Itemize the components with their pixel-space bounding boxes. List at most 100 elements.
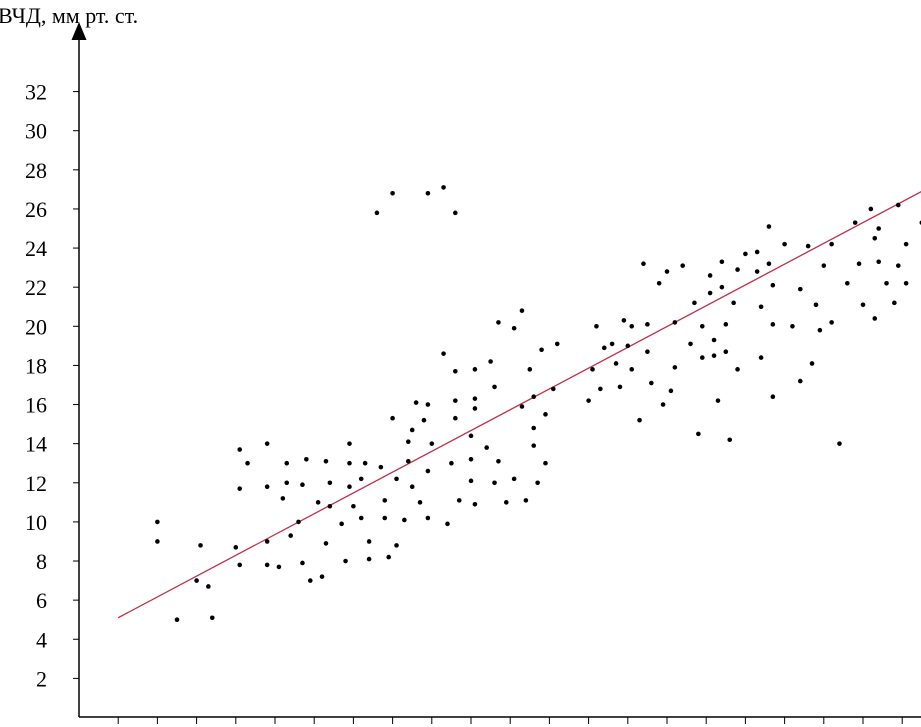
data-point — [719, 259, 725, 265]
data-point — [766, 224, 772, 229]
data-point — [821, 263, 827, 268]
data-point — [409, 484, 415, 489]
data-point — [366, 556, 372, 562]
data-point — [903, 280, 909, 286]
data-point — [598, 386, 603, 392]
data-point — [155, 539, 160, 544]
data-point — [374, 210, 380, 216]
data-point — [347, 441, 352, 446]
data-point — [472, 406, 478, 411]
data-point — [264, 484, 270, 489]
data-point — [276, 564, 282, 570]
data-point — [699, 324, 705, 329]
data-point — [543, 412, 548, 417]
data-point — [617, 384, 623, 390]
data-point — [637, 417, 642, 423]
data-point — [805, 243, 811, 249]
data-point — [453, 210, 458, 216]
data-point — [468, 433, 474, 439]
data-point — [511, 476, 517, 482]
data-point — [770, 394, 776, 400]
data-point — [245, 460, 250, 466]
data-point — [323, 458, 329, 464]
data-point — [405, 458, 411, 464]
y-tick-label: 2 — [36, 666, 47, 691]
data-point — [453, 398, 458, 403]
data-point — [484, 445, 489, 450]
data-point — [339, 521, 344, 527]
data-point — [347, 460, 352, 466]
data-point — [649, 380, 654, 386]
data-point — [688, 341, 693, 347]
data-point — [680, 263, 685, 268]
data-point — [531, 443, 537, 448]
data-point — [641, 261, 646, 267]
data-point — [358, 476, 364, 482]
data-point — [323, 541, 329, 546]
y-tick-label: 22 — [25, 275, 47, 300]
data-point — [625, 343, 631, 349]
data-point — [327, 480, 333, 486]
data-point — [586, 398, 591, 403]
data-point — [696, 431, 701, 437]
x-axis-ticks — [117, 717, 903, 724]
data-point — [347, 484, 352, 489]
data-point — [551, 386, 556, 392]
data-point — [511, 325, 517, 331]
data-point — [237, 486, 243, 491]
data-point — [527, 367, 533, 372]
data-point — [903, 241, 909, 247]
data-point — [535, 480, 540, 486]
data-point — [782, 241, 787, 247]
data-point — [468, 457, 474, 462]
data-point — [656, 280, 662, 286]
data-point — [884, 280, 889, 286]
data-point — [209, 615, 215, 621]
data-point — [797, 286, 803, 292]
data-point — [300, 560, 305, 566]
data-point — [382, 515, 388, 521]
data-point — [351, 503, 356, 509]
data-point — [699, 355, 705, 360]
data-point — [715, 398, 721, 403]
data-point — [837, 441, 842, 446]
data-point — [613, 361, 619, 366]
data-point — [503, 500, 509, 505]
data-point — [876, 259, 881, 265]
data-point — [488, 359, 493, 364]
data-point — [366, 539, 372, 544]
data-point — [453, 415, 458, 421]
data-point — [382, 498, 388, 503]
data-point — [429, 441, 435, 446]
data-point — [280, 496, 286, 501]
trend-line-group — [117, 191, 921, 619]
data-point — [543, 460, 548, 466]
data-point — [284, 460, 290, 466]
data-point — [539, 347, 544, 353]
data-point — [394, 543, 399, 548]
data-point — [425, 190, 431, 196]
data-point — [754, 269, 760, 274]
data-point — [390, 415, 395, 421]
axes — [71, 22, 921, 718]
data-point — [868, 206, 874, 212]
data-point — [394, 476, 399, 482]
data-point — [155, 519, 160, 525]
data-point — [425, 402, 431, 407]
y-tick-label: 6 — [36, 588, 47, 613]
data-point — [813, 302, 819, 308]
data-point — [723, 349, 729, 355]
data-point — [876, 226, 881, 231]
data-point — [421, 417, 427, 423]
data-point — [296, 519, 301, 525]
data-point — [645, 349, 650, 355]
data-point — [453, 368, 458, 374]
y-tick-label: 30 — [25, 119, 47, 144]
y-tick-label: 10 — [25, 510, 47, 535]
data-point — [758, 304, 764, 310]
data-point — [766, 261, 772, 267]
data-point — [895, 263, 901, 268]
data-point — [194, 578, 199, 583]
data-point — [664, 269, 670, 274]
